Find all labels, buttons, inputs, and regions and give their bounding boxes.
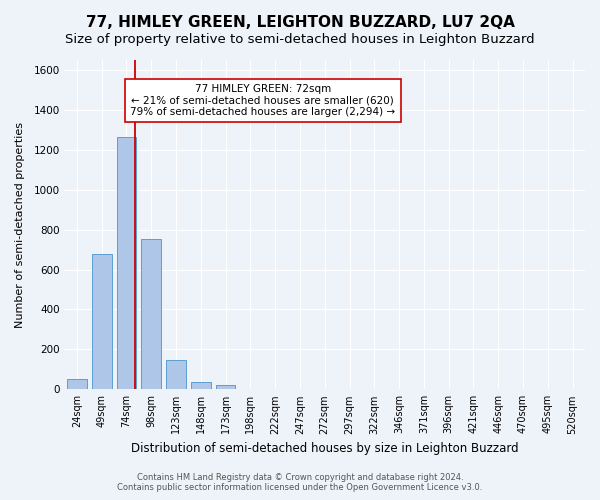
Text: 77, HIMLEY GREEN, LEIGHTON BUZZARD, LU7 2QA: 77, HIMLEY GREEN, LEIGHTON BUZZARD, LU7 …: [86, 15, 514, 30]
Y-axis label: Number of semi-detached properties: Number of semi-detached properties: [15, 122, 25, 328]
Bar: [67, 380, 87, 390]
Text: Contains HM Land Registry data © Crown copyright and database right 2024.
Contai: Contains HM Land Registry data © Crown c…: [118, 473, 482, 492]
Text: Size of property relative to semi-detached houses in Leighton Buzzard: Size of property relative to semi-detach…: [65, 32, 535, 46]
Text: 77 HIMLEY GREEN: 72sqm
← 21% of semi-detached houses are smaller (620)
79% of se: 77 HIMLEY GREEN: 72sqm ← 21% of semi-det…: [130, 84, 395, 117]
Bar: [141, 238, 161, 390]
Bar: [166, 360, 186, 390]
Bar: [116, 137, 136, 390]
Bar: [92, 254, 112, 390]
Bar: [191, 382, 211, 390]
X-axis label: Distribution of semi-detached houses by size in Leighton Buzzard: Distribution of semi-detached houses by …: [131, 442, 518, 455]
Bar: [215, 386, 235, 390]
